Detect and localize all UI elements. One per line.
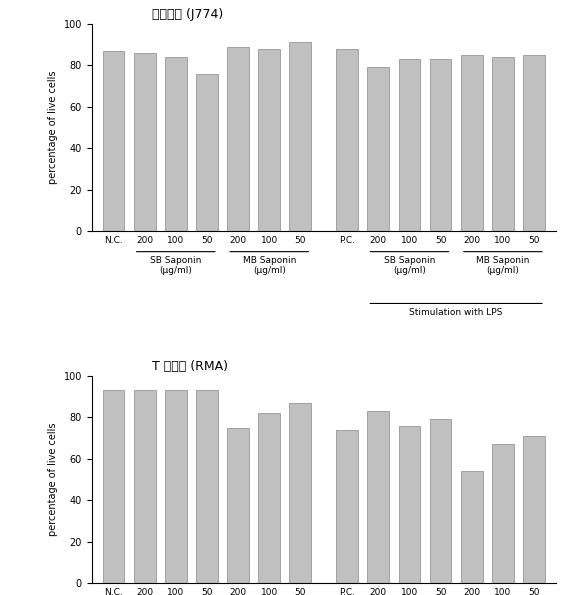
Bar bbox=[134, 53, 155, 231]
Y-axis label: percentage of live cells: percentage of live cells bbox=[48, 423, 58, 536]
Text: SB Saponin
(μg/ml): SB Saponin (μg/ml) bbox=[384, 256, 435, 275]
Bar bbox=[461, 471, 482, 583]
Text: T 림프구 (RMA): T 림프구 (RMA) bbox=[152, 361, 228, 374]
Y-axis label: percentage of live cells: percentage of live cells bbox=[48, 71, 58, 184]
Text: MB Saponin
(μg/ml): MB Saponin (μg/ml) bbox=[476, 256, 529, 275]
Bar bbox=[165, 57, 187, 231]
Bar bbox=[430, 59, 452, 231]
Bar bbox=[289, 403, 311, 583]
Text: Stimulation with LPS: Stimulation with LPS bbox=[410, 308, 503, 317]
Bar bbox=[227, 428, 249, 583]
Bar bbox=[289, 42, 311, 231]
Bar bbox=[523, 436, 545, 583]
Bar bbox=[103, 51, 124, 231]
Bar bbox=[196, 74, 218, 231]
Bar bbox=[258, 414, 280, 583]
Bar bbox=[103, 390, 124, 583]
Bar bbox=[258, 49, 280, 231]
Bar bbox=[398, 59, 421, 231]
Bar bbox=[492, 444, 514, 583]
Text: SB Saponin
(μg/ml): SB Saponin (μg/ml) bbox=[150, 256, 202, 275]
Bar bbox=[367, 411, 389, 583]
Text: 대식세포 (J774): 대식세포 (J774) bbox=[152, 8, 223, 21]
Bar bbox=[461, 55, 482, 231]
Bar bbox=[523, 55, 545, 231]
Bar bbox=[367, 67, 389, 231]
Bar bbox=[398, 425, 421, 583]
Bar bbox=[336, 430, 358, 583]
Bar bbox=[196, 390, 218, 583]
Bar bbox=[134, 390, 155, 583]
Text: MB Saponin
(μg/ml): MB Saponin (μg/ml) bbox=[242, 256, 296, 275]
Bar bbox=[336, 49, 358, 231]
Bar bbox=[227, 46, 249, 231]
Bar bbox=[492, 57, 514, 231]
Bar bbox=[165, 390, 187, 583]
Bar bbox=[430, 419, 452, 583]
